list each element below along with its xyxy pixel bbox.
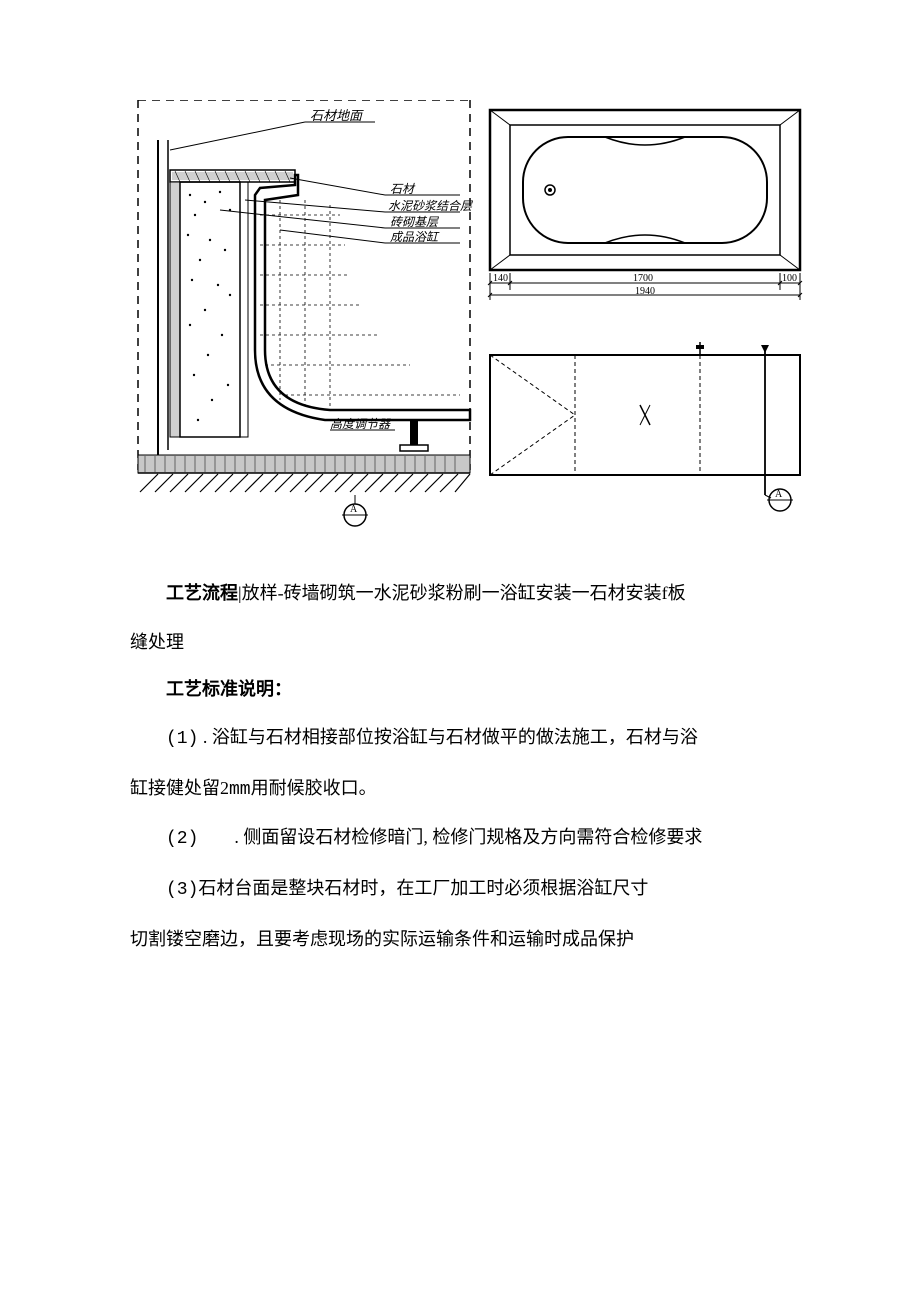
section-symbol-a: A: [350, 504, 358, 515]
item1-line2-a: 缸接健处留2: [130, 778, 229, 798]
section-view: 石材地面: [138, 100, 473, 526]
document-text: 工艺流程|放样-砖墙砌筑一水泥砂浆粉刷一浴缸安装一石材安装f板 缝处理 工艺标准…: [130, 570, 810, 962]
item1-num: (1): [166, 729, 198, 749]
item-3-line2: 切割镂空磨边，且要考虑现场的实际运输条件和运输时成品保护: [130, 916, 810, 963]
item2-body: . 侧面留设石材检修暗门, 检修门规格及方向需符合检修要求: [198, 827, 702, 847]
item-1-line2: 缸接健处留2mm用耐候胶收口。: [130, 765, 810, 814]
dim-left: 140: [493, 273, 508, 284]
section-symbol-b: A: [775, 489, 783, 500]
label-top: 石材地面: [310, 108, 364, 123]
item1-body: . 浴缸与石材相接部位按浴缸与石材做平的做法施工，石材与浴: [198, 727, 698, 747]
item1-unit: mm: [229, 780, 251, 800]
label-tub: 成品浴缸: [390, 230, 440, 244]
item3-num: (3): [166, 880, 198, 900]
label-stone: 石材: [390, 182, 416, 196]
item-1: (1) . 浴缸与石材相接部位按浴缸与石材做平的做法施工，石材与浴: [130, 714, 810, 763]
item-2: (2) . 侧面留设石材检修暗门, 检修门规格及方向需符合检修要求: [130, 814, 810, 863]
process-body: 放样-砖墙砌筑一水泥砂浆粉刷一浴缸安装一石材安装f板: [242, 583, 686, 603]
dim-center: 1700: [633, 273, 653, 284]
dim-total: 1940: [635, 286, 655, 297]
dim-right: 100: [782, 273, 797, 284]
item2-num: (2): [166, 829, 198, 849]
standard-heading-p: 工艺标准说明：: [130, 666, 810, 713]
label-brick: 砖砌基层: [390, 215, 439, 229]
label-mortar: 水泥砂浆结合层: [388, 199, 473, 213]
item-3: (3)石材台面是整块石材时，在工厂加工时必须根据浴缸尺寸: [130, 865, 810, 914]
plan-view: 140 1700 100 1940: [488, 110, 802, 300]
process-line2: 缝处理: [130, 619, 810, 666]
label-adjuster: 高度调节器: [330, 417, 391, 431]
item3-body: 石材台面是整块石材时，在工厂加工时必须根据浴缸尺寸: [198, 878, 648, 898]
process-flow: 工艺流程|放样-砖墙砌筑一水泥砂浆粉刷一浴缸安装一石材安装f板: [130, 570, 810, 617]
technical-diagram: 石材地面: [130, 100, 810, 530]
elevation-view: A: [490, 342, 800, 511]
standard-heading: 工艺标准说明：: [166, 679, 292, 699]
process-label: 工艺流程: [166, 583, 238, 603]
item1-line2-b: 用耐候胶收口。: [251, 778, 377, 798]
